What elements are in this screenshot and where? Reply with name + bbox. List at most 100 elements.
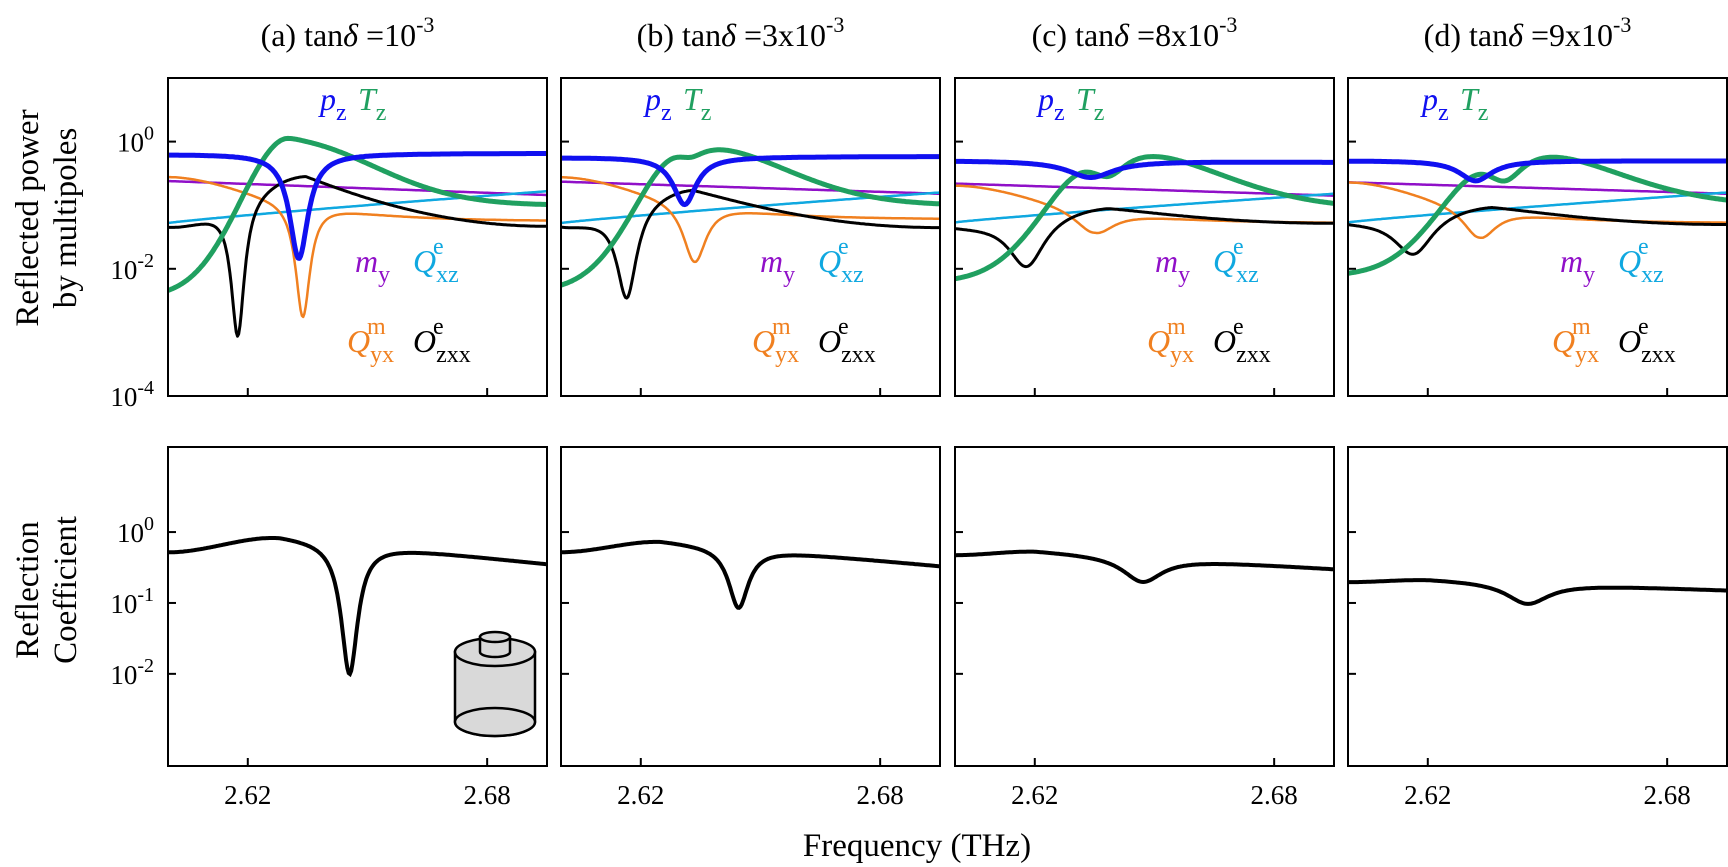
x-tick-label: 2.62 <box>617 780 664 810</box>
annotation-Qxz: Qxz <box>1618 243 1664 288</box>
annotation-Qxz-sup: e <box>838 234 849 260</box>
reflection-coefficient-line <box>168 536 547 678</box>
series-Tz-line <box>561 147 940 288</box>
annotation-my: my <box>760 243 795 288</box>
panel-title: (b) tanδ =3x10-3 <box>637 12 845 53</box>
annotation-pz: pz <box>1036 81 1065 126</box>
panel-title: (a) tanδ =10-3 <box>261 12 435 53</box>
panel-a: (a) tanδ =10-3 2.62 2.68 100 10-2 10-4 100 10-1… <box>110 12 548 810</box>
ylabel-top-line2: by multipoles <box>48 128 84 309</box>
annotation-Ozxx: Ozxx <box>1213 323 1271 368</box>
reflection-coefficient-line <box>1348 578 1727 606</box>
series-Ozxx-line <box>1348 206 1727 256</box>
annotation-pz: pz <box>1420 81 1449 126</box>
annotation-Ozxx-sup: e <box>1638 314 1649 340</box>
annotation-pz: pz <box>318 81 347 126</box>
annotation-Ozxx-sup: e <box>838 314 849 340</box>
annotation-Qxz-sup: e <box>433 234 444 260</box>
top-curves <box>168 135 547 338</box>
x-tick-label: 2.68 <box>1251 780 1298 810</box>
series-Qxz-line <box>955 192 1334 224</box>
ylabel-top-line1: Reflected power <box>10 109 46 326</box>
top-axes-frame <box>167 77 548 397</box>
annotation-my: my <box>355 243 390 288</box>
series-Ozxx-line <box>561 188 940 300</box>
bottom-curves <box>168 536 547 678</box>
top-curves <box>1348 154 1727 276</box>
series-pz-line <box>1348 158 1727 184</box>
series-Qyx-line <box>168 175 547 319</box>
annotation-Tz: Tz <box>1460 81 1488 126</box>
bottom-axes-frame <box>1347 446 1728 767</box>
annotation-Tz: Tz <box>358 81 386 126</box>
panel-title: (c) tanδ =8x10-3 <box>1032 12 1238 53</box>
series-my-line <box>1348 181 1727 196</box>
y-tick-label: 10-1 <box>110 584 154 619</box>
top-axes-frame <box>1347 77 1728 397</box>
series-pz-line <box>168 151 547 261</box>
bottom-curves <box>561 539 940 610</box>
bottom-curves <box>1348 578 1727 606</box>
y-tick-label: 10-2 <box>110 250 154 285</box>
ylabel-bottom-line1: Reflection <box>10 521 46 658</box>
annotation-Qyx: Qyx <box>752 323 799 368</box>
top-axes-frame <box>560 77 941 397</box>
series-Tz-line <box>1348 154 1727 276</box>
panel-title: (d) tanδ =9x10-3 <box>1424 12 1632 53</box>
annotation-Qxz: Qxz <box>818 243 864 288</box>
x-tick-label: 2.68 <box>464 780 511 810</box>
annotation-Qxz: Qxz <box>413 243 459 288</box>
x-tick-label: 2.62 <box>224 780 271 810</box>
annotation-Qyx: Qyx <box>347 323 394 368</box>
series-Ozxx-line <box>955 207 1334 269</box>
reflection-coefficient-line <box>561 539 940 610</box>
annotation-pz: pz <box>643 81 672 126</box>
annotation-Qxz: Qxz <box>1213 243 1259 288</box>
annotation-Tz: Tz <box>683 81 711 126</box>
cylinder-inset-icon <box>453 630 537 738</box>
annotation-my: my <box>1155 243 1190 288</box>
top-curves <box>561 147 940 300</box>
annotation-Qxz-sup: e <box>1638 234 1649 260</box>
series-Qxz-line <box>1348 191 1727 224</box>
annotation-Qyx-sup: m <box>1167 314 1186 340</box>
annotation-Qyx-sup: m <box>772 314 791 340</box>
series-Ozxx-line <box>168 175 547 338</box>
annotation-Ozxx: Ozxx <box>413 323 471 368</box>
x-tick-label: 2.68 <box>1644 780 1691 810</box>
y-tick-label: 10-2 <box>110 655 154 690</box>
top-axes-frame <box>954 77 1335 397</box>
ylabel-bottom-line2: Coefficient <box>48 516 84 664</box>
series-Tz-line <box>955 154 1334 282</box>
annotation-Tz: Tz <box>1076 81 1104 126</box>
annotation-Ozxx: Ozxx <box>1618 323 1676 368</box>
y-tick-label: 100 <box>117 123 154 158</box>
annotation-Qxz-sup: e <box>1233 234 1244 260</box>
y-tick-label: 100 <box>117 513 154 548</box>
annotation-Qyx-sup: m <box>1572 314 1591 340</box>
bottom-axes-frame <box>167 446 548 767</box>
panels-group: (a) tanδ =10-3 2.62 2.68 100 10-2 10-4 100 10-1… <box>110 12 1728 810</box>
annotation-Qyx-sup: m <box>367 314 386 340</box>
series-Qyx-line <box>561 176 940 264</box>
x-tick-label: 2.62 <box>1404 780 1451 810</box>
bottom-axes-frame <box>954 446 1335 767</box>
annotation-Qyx: Qyx <box>1147 323 1194 368</box>
annotation-Ozxx-sup: e <box>1233 314 1244 340</box>
top-curves <box>955 154 1334 282</box>
annotation-Ozxx: Ozxx <box>818 323 876 368</box>
reflection-coefficient-line <box>955 549 1334 585</box>
series-my-line <box>561 180 940 196</box>
x-tick-label: 2.62 <box>1011 780 1058 810</box>
bottom-curves <box>955 549 1334 585</box>
series-pz-line <box>955 158 1334 180</box>
x-tick-label: 2.68 <box>857 780 904 810</box>
xlabel: Frequency (THz) <box>803 828 1031 864</box>
annotation-Qyx: Qyx <box>1552 323 1599 368</box>
series-pz-line <box>561 154 940 208</box>
series-my-line <box>168 179 547 197</box>
bottom-axes-frame <box>560 446 941 767</box>
